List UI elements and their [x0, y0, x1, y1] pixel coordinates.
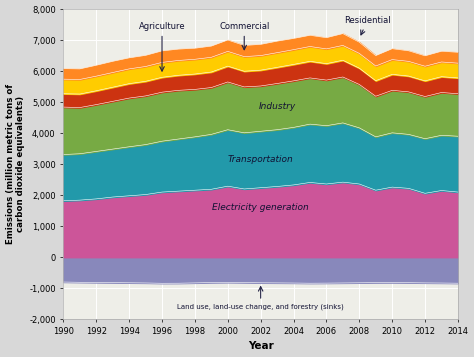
- Text: Land use, land-use change, and forestry (sinks): Land use, land-use change, and forestry …: [177, 287, 344, 310]
- Text: Transportation: Transportation: [228, 155, 293, 164]
- Text: Agriculture: Agriculture: [139, 22, 185, 71]
- Text: Electricity generation: Electricity generation: [212, 203, 309, 212]
- Text: Commercial: Commercial: [219, 22, 269, 50]
- X-axis label: Year: Year: [248, 341, 273, 351]
- Y-axis label: Emissions (million metric tons of
carbon dioxide equivalents): Emissions (million metric tons of carbon…: [6, 84, 25, 244]
- Text: Industry: Industry: [258, 102, 296, 111]
- Text: Residential: Residential: [344, 16, 391, 35]
